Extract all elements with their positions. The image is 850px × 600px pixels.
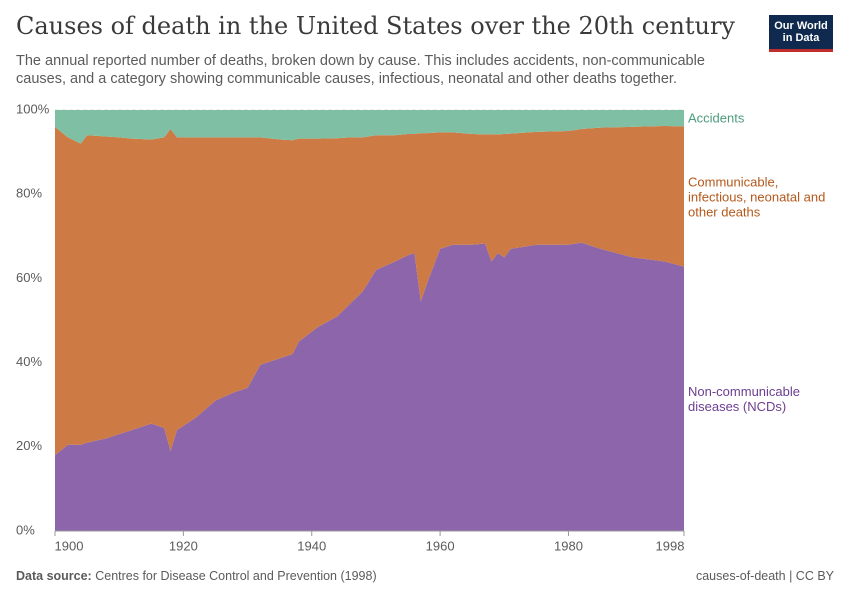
area (55, 125, 684, 456)
source[interactable]: Centres for Disease Control and Preventi… (95, 569, 377, 583)
x-tick-label: 1980 (554, 538, 583, 553)
chart-title: Causes of death in the United States ove… (16, 12, 735, 40)
source-label: Data source: (16, 569, 92, 583)
y-tick-label: 0% (16, 522, 35, 537)
x-tick-label: 1960 (426, 538, 455, 553)
x-tick-label: 1998 (656, 538, 685, 553)
x-tick-label: 1940 (297, 538, 326, 553)
y-tick-label: 60% (16, 270, 42, 285)
y-tick-label: 80% (16, 186, 42, 201)
y-tick-label: 100% (16, 101, 50, 116)
chart-subtitle: The annual reported number of deaths, br… (16, 53, 705, 87)
y-tick-label: 40% (16, 354, 42, 369)
y-tick-label: 20% (16, 438, 42, 453)
series-label: Accidents (688, 110, 745, 126)
series-label: Non-communicable diseases (NCDs) (688, 383, 800, 414)
area (55, 110, 684, 144)
footer-right[interactable]: causes-of-death | CC BY (695, 569, 834, 583)
logo[interactable]: Our World in Data (769, 15, 833, 52)
series-label: Communicable, infectious, neonatal and o… (688, 174, 826, 219)
source-line: Data source: Centres for Disease Control… (16, 569, 377, 583)
x-tick-label: 1900 (55, 538, 84, 553)
area (55, 242, 684, 532)
x-tick-label: 1920 (169, 538, 198, 553)
